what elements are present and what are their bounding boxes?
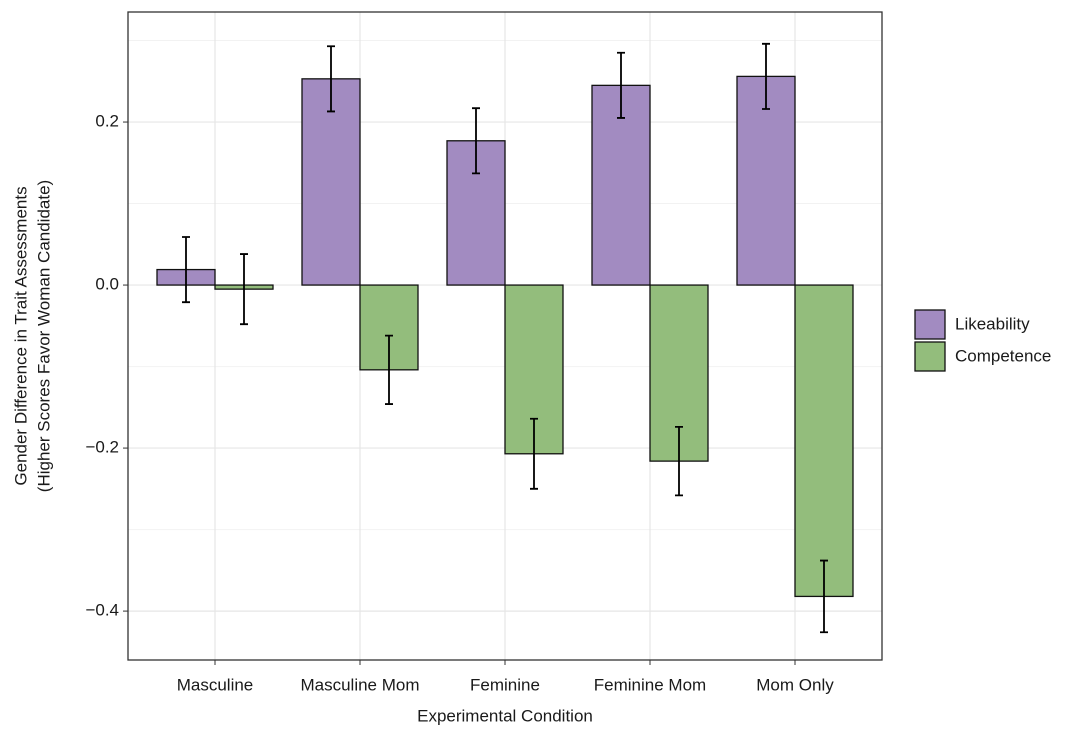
y-axis-title: (Higher Scores Favor Woman Candidate) bbox=[34, 180, 53, 492]
x-axis-title: Experimental Condition bbox=[417, 706, 593, 725]
x-tick-label: Masculine Mom bbox=[300, 675, 419, 694]
error-bar bbox=[472, 107, 480, 175]
error-bar bbox=[617, 51, 625, 119]
y-tick-label: 0.0 bbox=[95, 275, 119, 294]
y-tick-label: −0.2 bbox=[85, 438, 119, 457]
error-bar bbox=[530, 417, 538, 490]
y-tick-label: 0.2 bbox=[95, 112, 119, 131]
bar bbox=[359, 284, 419, 371]
y-axis-title: Gender Difference in Trait Assessments bbox=[11, 186, 30, 485]
x-tick-label: Feminine Mom bbox=[594, 675, 706, 694]
error-bar bbox=[240, 253, 248, 326]
legend-label: Likeability bbox=[955, 314, 1030, 333]
legend-key bbox=[914, 309, 946, 340]
error-bar bbox=[675, 425, 683, 497]
error-bar bbox=[327, 45, 335, 113]
x-tick-label: Feminine bbox=[470, 675, 540, 694]
error-bar bbox=[182, 236, 190, 304]
panel-border bbox=[127, 11, 883, 661]
error-bar bbox=[385, 334, 393, 405]
bar bbox=[794, 284, 854, 598]
legend-key bbox=[914, 341, 946, 372]
bar bbox=[301, 78, 361, 286]
x-tick-label: Mom Only bbox=[756, 675, 834, 694]
error-bar bbox=[762, 42, 770, 110]
x-tick-label: Masculine bbox=[177, 675, 254, 694]
error-bar bbox=[820, 559, 828, 634]
legend-label: Competence bbox=[955, 346, 1051, 365]
y-tick-label: −0.4 bbox=[85, 601, 119, 620]
